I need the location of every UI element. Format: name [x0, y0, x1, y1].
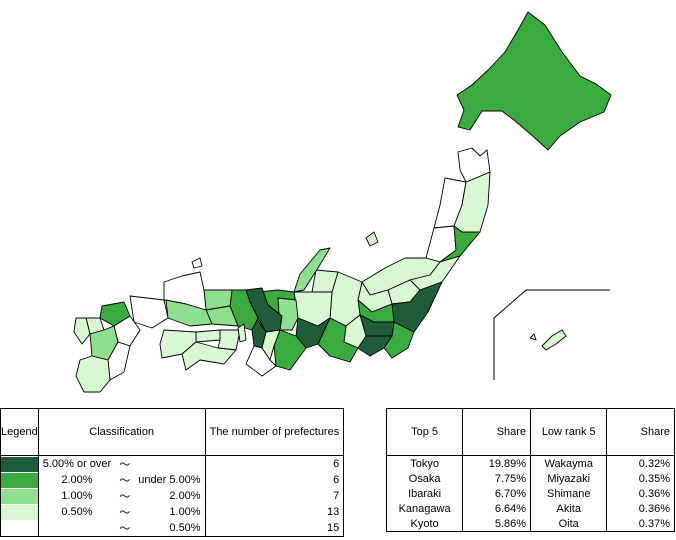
- pref-shizuoka: [317, 317, 359, 363]
- pref-ishikawa: [293, 247, 331, 293]
- class-count: 15: [204, 520, 345, 537]
- tilde: ～: [119, 491, 131, 503]
- okinawa-small-island: [529, 333, 537, 341]
- pref-awaji-island: [237, 323, 247, 343]
- legend-header: Legend: [0, 408, 39, 456]
- class-count: 7: [204, 488, 345, 504]
- count-header: The number of prefectures: [204, 408, 345, 456]
- pref-hokkaido: [456, 11, 612, 151]
- top-share: 5.86%: [462, 516, 532, 532]
- top-name: Kanagawa: [385, 501, 464, 516]
- pref-yamaguchi: [129, 295, 169, 329]
- ranking-table: Top 5 Share Low rank 5 Share Tokyo 19.89…: [385, 408, 675, 532]
- ranking-row: Ibaraki 6.70% Shimane 0.36%: [385, 486, 675, 501]
- okinawa-inset-frame: [493, 289, 610, 380]
- legend-row: 0.50% ～ 1.00% 13: [0, 504, 345, 520]
- pref-nagasaki: [73, 317, 91, 345]
- legend-header-row: Legend Classification The number of pref…: [0, 408, 345, 456]
- low-share-header: Share: [606, 408, 675, 456]
- low-name: Wakayma: [530, 455, 608, 471]
- class-low: [38, 520, 116, 537]
- class-high: 2.00%: [169, 490, 201, 502]
- low-name: Miyazaki: [530, 471, 608, 486]
- legend-row: 1.00% ～ 2.00% 7: [0, 488, 345, 504]
- low-name: Oita: [530, 516, 608, 532]
- low-share: 0.32%: [606, 455, 675, 471]
- class-low: 1.00%: [61, 490, 93, 502]
- class-low: 0.50%: [61, 506, 93, 518]
- legend-swatch: [1, 456, 38, 472]
- classification-header: Classification: [38, 408, 206, 456]
- legend-swatch: [1, 472, 38, 488]
- class-high: 0.50%: [134, 520, 206, 537]
- legend-swatch: [1, 488, 38, 504]
- class-high: under 5.00%: [138, 474, 201, 486]
- top5-header: Top 5: [385, 408, 464, 456]
- class-count: 6: [204, 472, 345, 488]
- low-name: Shimane: [530, 486, 608, 501]
- legend-row: ～ 0.50% 15: [0, 520, 345, 537]
- tilde: ～: [115, 520, 135, 537]
- pref-wakayama: [245, 345, 277, 377]
- ranking-row: Tokyo 19.89% Wakayma 0.32%: [385, 455, 675, 471]
- pref-tokushima: [217, 329, 241, 351]
- low-share: 0.35%: [606, 471, 675, 486]
- tilde: ～: [119, 475, 131, 487]
- top-name: Osaka: [385, 471, 464, 486]
- tilde: ～: [119, 459, 131, 471]
- top-share: 6.64%: [462, 501, 532, 516]
- ranking-row: Kyoto 5.86% Oita 0.37%: [385, 516, 675, 532]
- low5-header: Low rank 5: [530, 408, 608, 456]
- ranking-header-row: Top 5 Share Low rank 5 Share: [385, 408, 675, 456]
- legend-table: Legend Classification The number of pref…: [0, 408, 345, 537]
- class-high: [134, 456, 205, 473]
- class-high: 1.00%: [169, 506, 201, 518]
- class-low: 2.00%: [61, 474, 93, 486]
- ranking-row: Kanagawa 6.64% Akita 0.36%: [385, 501, 675, 516]
- pref-sado-island: [365, 231, 379, 247]
- top-name: Kyoto: [385, 516, 464, 532]
- ranking-row: Osaka 7.75% Miyazaki 0.35%: [385, 471, 675, 486]
- legend-row: 5.00% or over ～ 6: [0, 455, 345, 473]
- top-share: 19.89%: [462, 455, 532, 471]
- top-share: 7.75%: [462, 471, 532, 486]
- class-low: 5.00% or over: [42, 458, 112, 470]
- pref-nara: [261, 329, 281, 361]
- pref-miyazaki: [107, 341, 131, 381]
- top-share-header: Share: [462, 408, 532, 456]
- class-count: 6: [204, 455, 345, 472]
- low-share: 0.36%: [606, 486, 675, 501]
- top-share: 6.70%: [462, 486, 532, 501]
- legend-row: 2.00% ～ under 5.00% 6: [0, 472, 345, 488]
- japan-prefecture-map: [73, 11, 612, 393]
- pref-kagawa: [195, 329, 221, 343]
- pref-kochi: [181, 341, 237, 371]
- pref-okinawa: [541, 329, 567, 351]
- top-name: Ibaraki: [385, 486, 464, 501]
- top-name: Tokyo: [385, 455, 464, 471]
- pref-kagoshima: [75, 355, 111, 393]
- legend-swatch: [1, 504, 38, 520]
- low-name: Akita: [530, 501, 608, 516]
- pref-oki-island: [191, 257, 203, 269]
- low-share: 0.37%: [606, 516, 675, 532]
- tilde: ～: [119, 507, 131, 519]
- class-count: 13: [204, 504, 345, 520]
- legend-swatch: [1, 520, 38, 536]
- low-share: 0.36%: [606, 501, 675, 516]
